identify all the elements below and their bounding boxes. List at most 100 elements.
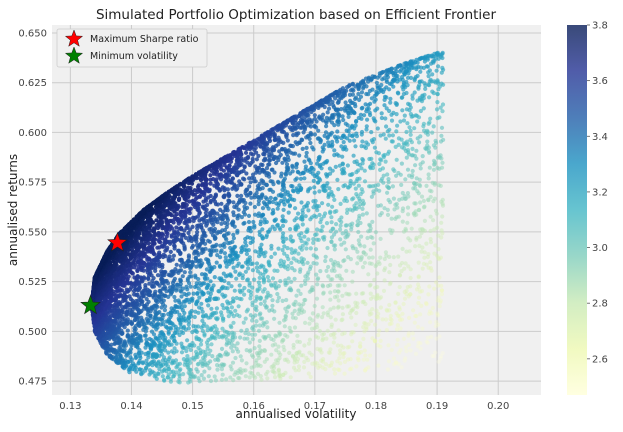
portfolio-point [418, 108, 423, 114]
portfolio-point [404, 107, 409, 112]
portfolio-point [345, 85, 350, 90]
portfolio-point [298, 176, 303, 181]
portfolio-point [206, 238, 211, 243]
portfolio-point [247, 255, 252, 260]
portfolio-point [354, 291, 359, 296]
portfolio-point [169, 233, 174, 238]
portfolio-point [367, 255, 372, 260]
portfolio-point [324, 221, 330, 226]
portfolio-point [394, 129, 399, 134]
portfolio-point [295, 357, 301, 362]
portfolio-point [209, 306, 214, 311]
portfolio-point [428, 240, 434, 245]
portfolio-point [225, 299, 230, 304]
portfolio-point [322, 142, 327, 147]
portfolio-point [376, 363, 381, 368]
portfolio-point [284, 236, 289, 241]
portfolio-point [329, 324, 334, 329]
portfolio-point [380, 77, 385, 82]
portfolio-point [386, 359, 391, 364]
portfolio-point [248, 370, 253, 375]
portfolio-point [328, 315, 333, 320]
portfolio-point [280, 223, 286, 228]
portfolio-point [187, 342, 192, 348]
portfolio-point [206, 374, 211, 379]
portfolio-point [259, 162, 264, 167]
portfolio-point [426, 252, 431, 257]
portfolio-point [270, 369, 275, 374]
portfolio-point [363, 301, 368, 307]
portfolio-point [190, 330, 195, 335]
portfolio-point [212, 226, 218, 232]
portfolio-point [276, 246, 281, 251]
portfolio-point [269, 282, 274, 287]
portfolio-point [269, 167, 274, 172]
portfolio-point [400, 311, 405, 316]
portfolio-point [299, 200, 304, 205]
portfolio-point [298, 236, 303, 241]
portfolio-point [190, 243, 196, 248]
portfolio-point [306, 371, 311, 376]
portfolio-point [350, 123, 355, 128]
portfolio-point [365, 357, 370, 362]
portfolio-point [359, 291, 364, 296]
portfolio-point [329, 322, 334, 327]
portfolio-point [294, 161, 299, 166]
portfolio-point [298, 245, 303, 250]
portfolio-point [177, 372, 182, 377]
portfolio-point [320, 305, 325, 310]
portfolio-point [324, 336, 329, 341]
portfolio-point [248, 151, 254, 156]
portfolio-point [420, 326, 425, 331]
portfolio-point [281, 372, 286, 377]
portfolio-point [400, 206, 406, 211]
portfolio-point [227, 253, 232, 258]
portfolio-point [191, 291, 196, 296]
portfolio-point [348, 88, 354, 93]
portfolio-point [256, 328, 262, 333]
portfolio-point [178, 277, 183, 282]
portfolio-point [324, 172, 329, 177]
portfolio-point [406, 333, 411, 338]
portfolio-point [375, 296, 380, 301]
portfolio-point [411, 336, 416, 341]
portfolio-point [368, 164, 373, 169]
portfolio-point [393, 202, 398, 207]
portfolio-point [259, 263, 264, 268]
portfolio-point [323, 254, 328, 259]
portfolio-point [293, 368, 298, 373]
portfolio-point [283, 313, 288, 318]
portfolio-point [316, 276, 321, 281]
portfolio-point [258, 245, 263, 250]
portfolio-point [296, 350, 301, 355]
portfolio-point [439, 235, 444, 240]
portfolio-point [296, 368, 301, 373]
portfolio-point [276, 295, 281, 300]
portfolio-point [264, 372, 269, 377]
portfolio-point [382, 94, 388, 99]
portfolio-point [400, 260, 405, 266]
portfolio-point [399, 145, 405, 150]
portfolio-point [323, 211, 328, 216]
portfolio-point [355, 356, 360, 361]
portfolio-point [418, 200, 423, 205]
portfolio-point [207, 210, 213, 215]
portfolio-point [390, 184, 395, 189]
portfolio-point [239, 328, 244, 333]
portfolio-point [276, 358, 281, 363]
portfolio-point [272, 196, 278, 201]
portfolio-point [334, 229, 339, 234]
portfolio-point [308, 140, 313, 146]
portfolio-point [250, 268, 255, 273]
portfolio-point [260, 192, 265, 197]
portfolio-point [333, 164, 338, 169]
portfolio-point [284, 297, 289, 303]
portfolio-point [175, 362, 180, 367]
portfolio-point [308, 374, 313, 380]
portfolio-point [247, 225, 252, 231]
portfolio-point [344, 210, 350, 215]
portfolio-point [414, 57, 419, 62]
portfolio-point [325, 245, 330, 251]
portfolio-point [224, 377, 229, 382]
portfolio-point [242, 292, 247, 297]
